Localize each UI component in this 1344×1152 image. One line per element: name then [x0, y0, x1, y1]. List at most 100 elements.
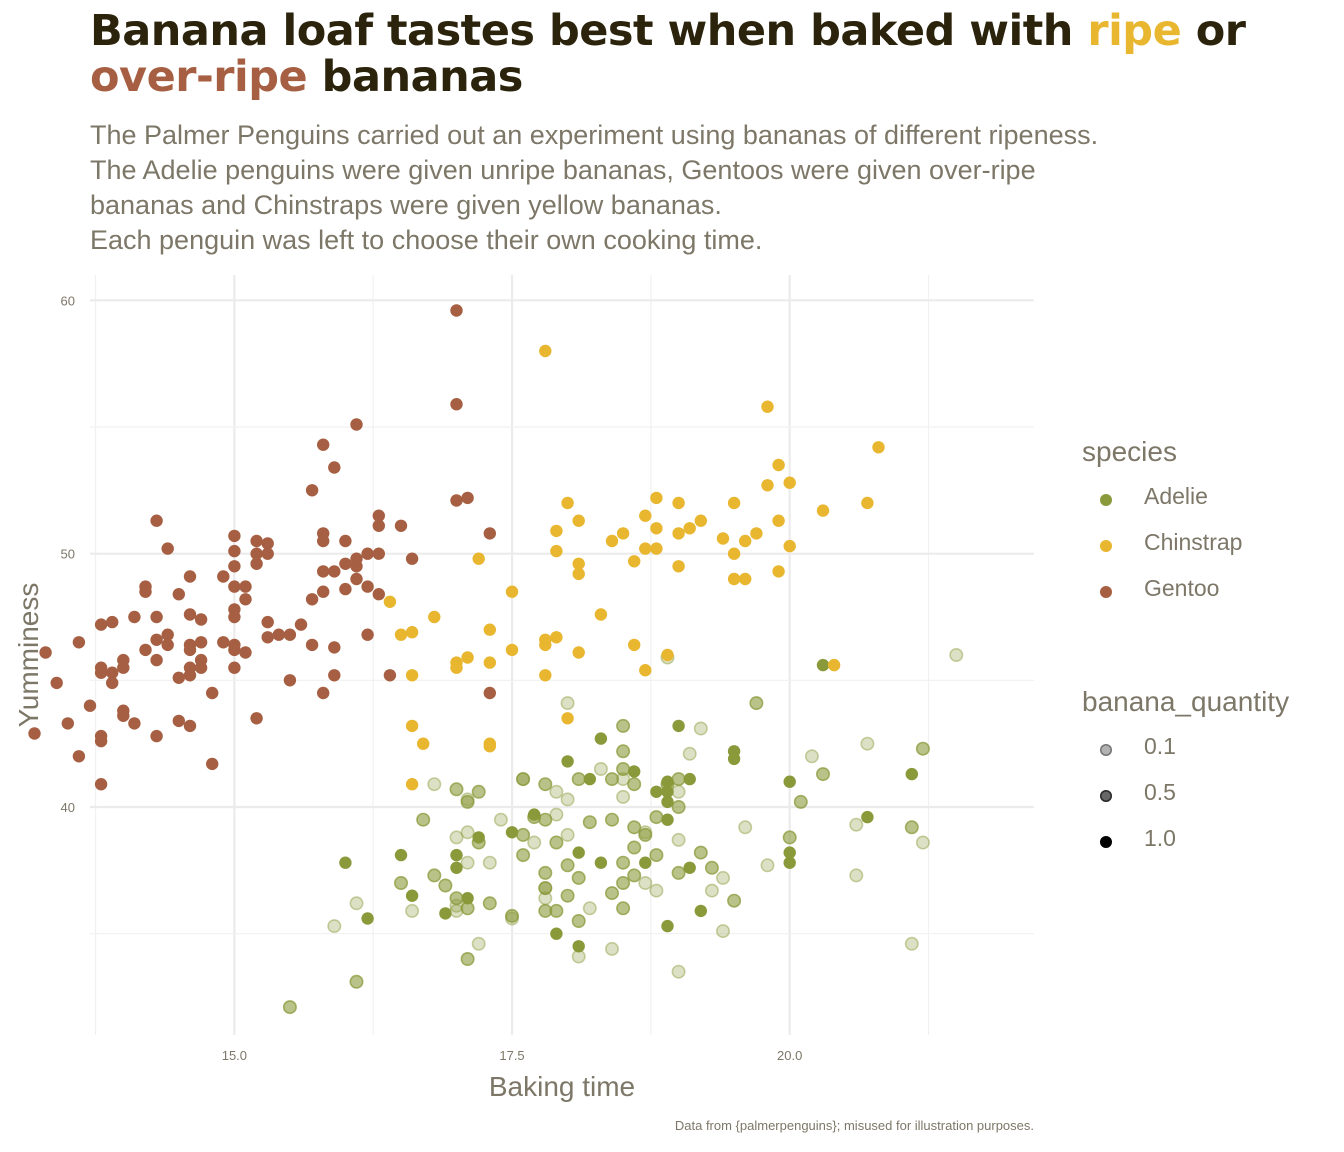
data-point-gentoo — [228, 544, 241, 558]
data-point-chinstrap — [383, 595, 397, 608]
data-point-adelie — [683, 861, 696, 874]
data-point-adelie — [482, 896, 497, 911]
data-point-adelie — [549, 784, 564, 799]
subtitle-line: The Adelie penguins were given unripe ba… — [90, 155, 1036, 185]
data-point-adelie — [949, 647, 964, 662]
data-point-adelie — [538, 777, 553, 792]
x-tick-label: 15.0 — [222, 1048, 247, 1063]
data-point-gentoo — [350, 418, 363, 431]
data-point-gentoo — [305, 638, 319, 652]
legend-label: Chinstrap — [1144, 529, 1243, 555]
data-point-adelie — [471, 835, 486, 850]
data-point-adelie — [783, 856, 796, 869]
data-point-adelie — [427, 868, 442, 883]
data-point-adelie — [604, 812, 619, 827]
legend-item-qty-0-5: 0.5 — [1082, 774, 1289, 820]
data-point-chinstrap — [650, 542, 663, 555]
data-point-chinstrap — [405, 669, 419, 682]
data-point-adelie — [327, 919, 342, 934]
data-point-chinstrap — [694, 514, 707, 527]
data-point-adelie — [460, 825, 475, 840]
data-point-chinstrap — [639, 509, 652, 522]
data-point-adelie — [661, 813, 674, 826]
data-point-gentoo — [228, 529, 241, 543]
data-point-chinstrap — [672, 560, 685, 573]
data-point-adelie — [394, 848, 408, 862]
data-point-gentoo — [394, 519, 408, 532]
data-point-adelie — [616, 789, 631, 804]
data-point-chinstrap — [672, 527, 685, 540]
data-point-adelie — [460, 794, 475, 809]
data-point-gentoo — [228, 580, 241, 593]
data-point-adelie — [849, 817, 864, 832]
data-point-gentoo — [339, 582, 352, 596]
data-point-gentoo — [261, 547, 274, 560]
data-point-adelie — [593, 761, 608, 776]
legend-species: species Adelie Chinstrap Gentoo — [1082, 436, 1242, 616]
data-point-gentoo — [294, 618, 308, 631]
data-point-chinstrap — [628, 638, 641, 652]
data-point-adelie — [571, 772, 586, 787]
data-point-adelie — [727, 752, 741, 766]
data-point-gentoo — [250, 557, 263, 570]
data-point-gentoo — [228, 643, 241, 657]
data-point-adelie — [471, 784, 486, 799]
data-point-chinstrap — [472, 552, 485, 565]
data-point-adelie — [538, 891, 553, 906]
data-point-gentoo — [183, 570, 197, 583]
data-point-gentoo — [317, 585, 330, 598]
data-point-gentoo — [117, 709, 130, 722]
data-point-gentoo — [350, 572, 363, 586]
data-point-chinstrap — [550, 631, 563, 644]
data-point-gentoo — [261, 615, 274, 629]
data-point-gentoo — [450, 398, 463, 411]
data-point-adelie — [493, 812, 508, 827]
data-point-adelie — [905, 767, 918, 781]
data-point-adelie — [549, 835, 564, 850]
data-point-chinstrap — [539, 344, 552, 358]
data-point-adelie — [604, 941, 619, 956]
legend-item-qty-1-0: 1.0 — [1082, 820, 1289, 866]
data-point-adelie — [460, 855, 475, 870]
data-point-chinstrap — [561, 496, 574, 510]
data-point-adelie — [682, 746, 697, 761]
data-point-adelie — [582, 901, 597, 916]
legend-item-gentoo: Gentoo — [1082, 570, 1219, 616]
chart-title: Banana loaf tastes best when baked with … — [90, 8, 1330, 100]
data-point-gentoo — [150, 610, 163, 624]
data-point-adelie — [671, 832, 686, 847]
title-highlight-overripe: over-ripe — [90, 52, 308, 102]
data-point-chinstrap — [539, 669, 552, 682]
data-point-adelie — [516, 772, 531, 787]
data-point-adelie — [816, 658, 830, 672]
data-point-adelie — [782, 830, 797, 845]
data-point-adelie — [504, 908, 519, 923]
data-point-adelie — [671, 799, 686, 814]
data-point-adelie — [650, 785, 663, 798]
data-point-chinstrap — [872, 441, 885, 454]
data-point-adelie — [538, 812, 553, 827]
data-point-adelie — [638, 827, 653, 842]
data-point-adelie — [393, 875, 408, 890]
subtitle-line: The Palmer Penguins carried out an exper… — [90, 120, 1099, 150]
data-point-adelie — [594, 732, 608, 745]
data-point-adelie — [749, 696, 764, 711]
data-point-adelie — [604, 886, 619, 901]
data-point-adelie — [783, 775, 796, 788]
data-point-adelie — [572, 940, 585, 953]
data-point-gentoo — [206, 686, 219, 700]
data-point-gentoo — [239, 646, 252, 659]
data-point-gentoo — [250, 547, 263, 560]
data-point-gentoo — [317, 438, 330, 451]
data-point-chinstrap — [761, 479, 774, 492]
data-point-gentoo — [261, 537, 274, 550]
data-point-chinstrap — [550, 524, 563, 538]
data-point-gentoo — [450, 304, 463, 317]
data-point-gentoo — [194, 661, 208, 674]
data-point-adelie — [693, 721, 708, 736]
data-point-gentoo — [94, 666, 108, 679]
data-point-gentoo — [350, 560, 363, 573]
data-point-adelie — [572, 846, 585, 859]
data-point-adelie — [704, 860, 719, 875]
data-point-gentoo — [217, 636, 230, 649]
